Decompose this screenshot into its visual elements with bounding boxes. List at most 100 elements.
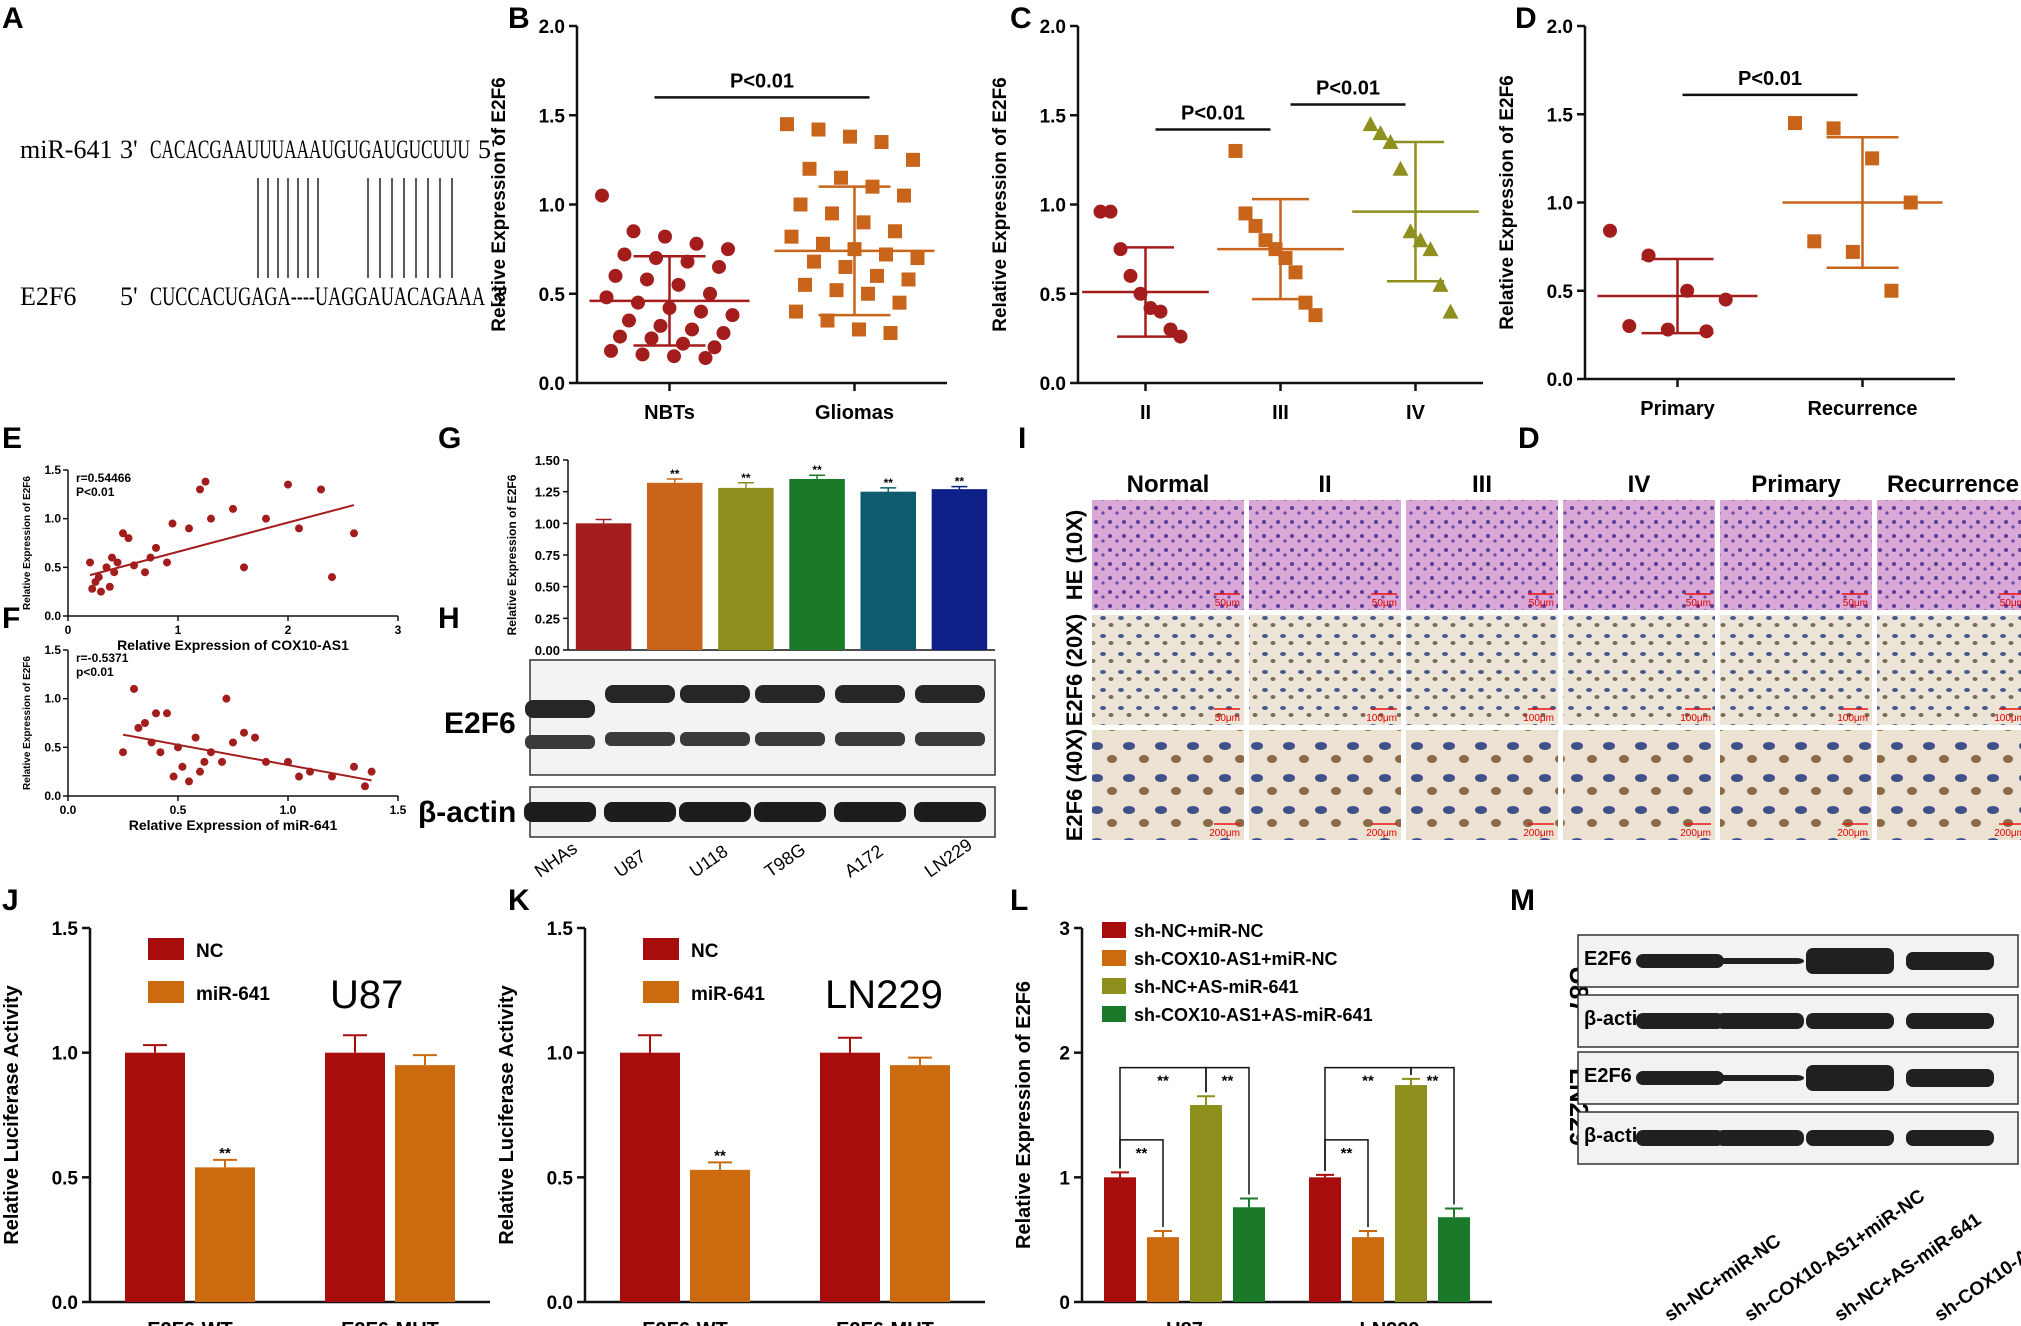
- data-point: [658, 229, 672, 244]
- stat-r: r=-0.5371: [76, 651, 129, 665]
- histology-image: [1249, 500, 1401, 610]
- data-point: [86, 558, 94, 567]
- bar: [1438, 1217, 1470, 1302]
- y-axis-label: Relative Expression of E2F6: [1013, 981, 1035, 1249]
- histology-image: [1720, 500, 1872, 610]
- data-point: [1288, 265, 1303, 280]
- bar: [395, 1065, 455, 1302]
- data-point: [200, 757, 209, 766]
- scale-label: 200μm: [1366, 828, 1397, 839]
- data-point: [1788, 116, 1802, 131]
- data-point: [1826, 121, 1841, 136]
- data-point: [1442, 303, 1459, 319]
- bar: [890, 1065, 950, 1302]
- data-point: [1123, 268, 1138, 283]
- significance-label: P<0.01: [1738, 68, 1802, 90]
- y-tick-label: 1.00: [535, 516, 560, 531]
- y-tick-label: 0.5: [44, 740, 61, 754]
- significance-marker: **: [955, 475, 965, 489]
- bar: [325, 1052, 385, 1302]
- blot-band: [1636, 1013, 1724, 1029]
- panel-i-histology: Normal 50μm 50μm 200μm II 50μm 100μm 200μm III 50…: [1062, 471, 2021, 841]
- data-point: [168, 519, 177, 528]
- y-tick-label: 1.25: [535, 485, 560, 500]
- significance-marker: **: [714, 1147, 726, 1164]
- significance-label: P<0.01: [1181, 103, 1245, 125]
- data-point: [119, 748, 127, 757]
- legend-swatch: [148, 981, 184, 1003]
- data-point: [644, 331, 659, 346]
- lane-label: U118: [686, 841, 732, 881]
- x-axis-label: Relative Expression of miR-641: [129, 817, 338, 833]
- y-tick-label: 1.5: [547, 919, 574, 940]
- y-tick-label: 0.0: [547, 1293, 573, 1314]
- bar: [1190, 1105, 1222, 1302]
- bar: [789, 479, 845, 650]
- bar: [1147, 1237, 1179, 1302]
- scale-label: 50μm: [1372, 598, 1397, 609]
- data-point: [716, 326, 731, 341]
- x-tick-label: IV: [1406, 402, 1426, 424]
- scale-label: 50μm: [1529, 598, 1554, 609]
- data-point: [631, 295, 645, 310]
- mir-label: miR-641: [20, 135, 112, 164]
- data-point: [829, 283, 844, 298]
- significance-marker: **: [670, 467, 680, 481]
- data-point: [262, 514, 270, 523]
- data-point: [295, 772, 303, 781]
- scale-label: 50μm: [1843, 598, 1868, 609]
- scale-label: 50μm: [1686, 598, 1711, 609]
- y-tick-label: 0.50: [535, 580, 560, 595]
- legend-swatch: [148, 938, 184, 960]
- data-point: [229, 504, 237, 513]
- significance-marker: **: [1222, 1073, 1234, 1090]
- data-point: [169, 772, 178, 781]
- y-tick-label: 0.5: [547, 1168, 574, 1189]
- data-point: [1807, 234, 1822, 249]
- data-point: [178, 762, 187, 771]
- data-point: [834, 170, 848, 185]
- legend-swatch: [643, 938, 679, 960]
- scale-label: 200μm: [1523, 828, 1554, 839]
- histology-image: [1092, 500, 1244, 610]
- significance-marker: **: [1362, 1073, 1374, 1090]
- y-tick-label: 1.0: [547, 1044, 573, 1065]
- x-tick-label: 1: [175, 623, 182, 637]
- data-point: [1432, 276, 1449, 292]
- blot-row-label: β-actin: [1584, 1125, 1650, 1147]
- panel-label-a: A: [2, 2, 24, 35]
- legend-swatch: [1102, 950, 1126, 966]
- data-point: [191, 733, 200, 742]
- e2f6-lower-band: [835, 732, 905, 746]
- actin-band: [834, 802, 906, 822]
- x-tick-label: 0.0: [60, 803, 77, 817]
- scale-label: 100μm: [1837, 713, 1868, 724]
- panel-label-k: K: [508, 884, 530, 917]
- data-point: [163, 558, 171, 567]
- data-point: [1248, 218, 1263, 233]
- data-point: [134, 723, 143, 732]
- y-tick-label: 0.25: [535, 611, 560, 626]
- data-point: [626, 224, 641, 239]
- data-point: [361, 782, 369, 791]
- histology-image: [1720, 730, 1872, 840]
- blot-band: [1806, 1065, 1894, 1091]
- mir-sequence: CACACGAAUUUAAAUGUGAUGUCUUU: [150, 135, 470, 164]
- y-tick-label: 0.0: [1547, 370, 1573, 391]
- data-point: [201, 477, 210, 486]
- x-tick-label: Gliomas: [815, 402, 894, 424]
- data-point: [816, 236, 830, 251]
- panel-label-l: L: [1010, 884, 1028, 917]
- data-point: [617, 247, 632, 262]
- x-tick-label: U87: [1166, 1319, 1203, 1326]
- histology-image: [1563, 615, 1715, 725]
- y-tick-label: 2.0: [539, 17, 565, 38]
- blot-e2f6-frame: [529, 659, 996, 776]
- panel-label-j: J: [2, 884, 19, 917]
- bar: [125, 1052, 185, 1302]
- x-tick-label: III: [1272, 402, 1289, 424]
- data-point: [852, 322, 866, 337]
- panel-a-alignment: miR-641 3' CACACGAAUUUAAAUGUGAUGUCUUU 5'…: [20, 135, 508, 311]
- fit-line: [122, 733, 372, 782]
- data-point: [780, 117, 794, 132]
